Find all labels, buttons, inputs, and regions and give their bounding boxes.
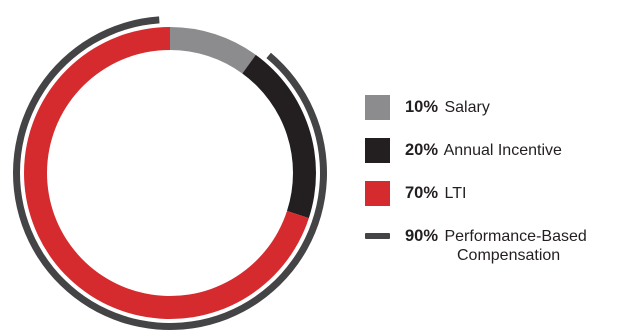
legend-pct-salary: 10% xyxy=(405,98,439,116)
donut-segments xyxy=(24,27,316,319)
legend-item-annual-incentive: 20% Annual Incentive xyxy=(365,135,637,169)
legend-text-salary: Salary xyxy=(444,99,490,116)
legend-pct-lti: 70% xyxy=(405,184,439,202)
donut-chart xyxy=(12,16,327,331)
legend-label-salary: 10% Salary xyxy=(405,98,490,117)
legend-swatch-annual-incentive xyxy=(365,138,390,163)
legend-label-lti: 70% LTI xyxy=(405,184,466,203)
legend-label-performance: 90% Performance-Based Compensation xyxy=(405,227,637,265)
legend-swatch-salary xyxy=(365,95,390,120)
legend-item-lti: 70% LTI xyxy=(365,178,637,212)
legend-label-annual-incentive: 20% Annual Incentive xyxy=(405,141,562,160)
donut-segment-annual-incentive xyxy=(242,54,316,219)
outer-arc-performance-based xyxy=(12,16,327,331)
legend: 10% Salary 20% Annual Incentive 70% LTI … xyxy=(365,92,637,280)
donut-segment-salary xyxy=(170,27,256,74)
legend-item-performance-based: 90% Performance-Based Compensation xyxy=(365,221,637,271)
legend-pct-performance: 90% xyxy=(405,227,439,245)
legend-item-salary: 10% Salary xyxy=(365,92,637,126)
legend-text-annual-incentive: Annual Incentive xyxy=(443,142,562,159)
legend-swatch-lti xyxy=(365,181,390,206)
outer-arc-group xyxy=(12,16,327,331)
legend-text-performance-line2: Compensation xyxy=(457,247,561,264)
legend-line-swatch-performance xyxy=(365,233,390,239)
legend-text-lti: LTI xyxy=(444,185,467,202)
legend-pct-annual-incentive: 20% xyxy=(405,141,439,159)
legend-text-performance-line1: Performance-Based xyxy=(444,228,587,245)
